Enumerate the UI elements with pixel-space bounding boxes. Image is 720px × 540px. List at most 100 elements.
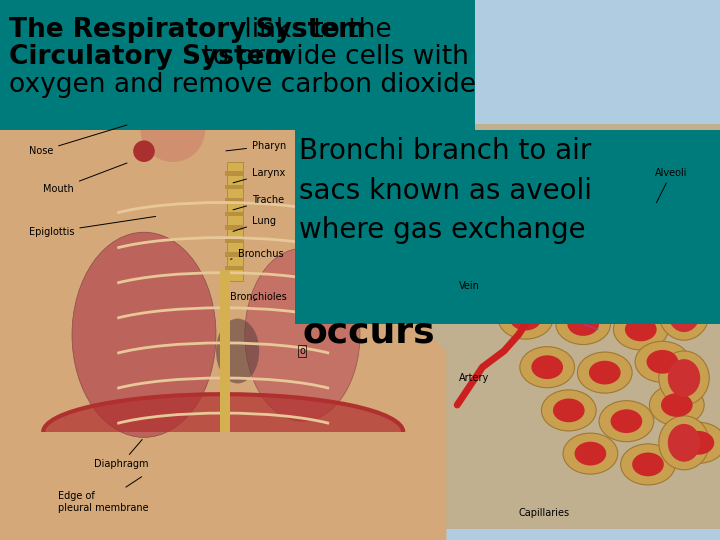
- Text: Pharyn: Pharyn: [226, 141, 287, 151]
- Text: Vein: Vein: [459, 281, 480, 291]
- Ellipse shape: [216, 319, 259, 383]
- Ellipse shape: [140, 97, 205, 162]
- Ellipse shape: [659, 416, 709, 470]
- Circle shape: [549, 158, 603, 199]
- Text: Epiglottis: Epiglottis: [29, 217, 156, 237]
- Ellipse shape: [126, 97, 162, 130]
- Circle shape: [488, 264, 520, 287]
- Circle shape: [560, 166, 592, 190]
- Circle shape: [649, 384, 704, 426]
- Ellipse shape: [668, 359, 701, 397]
- Circle shape: [570, 206, 625, 247]
- Text: Bronchi branch to air: Bronchi branch to air: [299, 137, 591, 165]
- Text: The Respiratory System: The Respiratory System: [9, 17, 365, 43]
- Circle shape: [491, 168, 546, 210]
- Circle shape: [524, 220, 556, 244]
- Circle shape: [683, 431, 714, 455]
- Text: Bronchus: Bronchus: [230, 249, 283, 259]
- Circle shape: [639, 231, 671, 255]
- Text: to provide cells with: to provide cells with: [194, 44, 469, 70]
- Circle shape: [577, 352, 632, 393]
- Circle shape: [556, 303, 611, 345]
- Circle shape: [503, 177, 534, 201]
- Bar: [225, 212, 244, 216]
- Text: o: o: [300, 346, 305, 356]
- Ellipse shape: [223, 43, 310, 86]
- Text: oxygen and remove carbon dioxide: oxygen and remove carbon dioxide: [9, 72, 476, 98]
- Circle shape: [647, 350, 678, 374]
- Circle shape: [649, 271, 704, 312]
- Bar: [432, 124, 720, 529]
- Bar: [225, 252, 244, 256]
- Text: Nose: Nose: [29, 125, 127, 156]
- Text: Larynx: Larynx: [233, 168, 285, 183]
- Bar: [225, 266, 244, 270]
- Ellipse shape: [133, 140, 155, 162]
- Bar: [0, 124, 446, 540]
- Circle shape: [611, 409, 642, 433]
- Circle shape: [563, 433, 618, 474]
- Circle shape: [541, 390, 596, 431]
- Bar: [225, 185, 244, 189]
- Text: links to the: links to the: [236, 17, 392, 43]
- Ellipse shape: [72, 232, 216, 437]
- Circle shape: [661, 393, 693, 417]
- Circle shape: [546, 258, 577, 282]
- Circle shape: [534, 249, 589, 291]
- Circle shape: [621, 444, 675, 485]
- Text: Edge of
pleural membrane: Edge of pleural membrane: [58, 477, 148, 513]
- Polygon shape: [43, 394, 403, 432]
- Text: Mouth: Mouth: [43, 163, 127, 194]
- Text: Capillaries: Capillaries: [518, 508, 570, 518]
- Ellipse shape: [659, 286, 709, 340]
- Bar: [225, 171, 244, 176]
- Ellipse shape: [668, 294, 701, 332]
- Text: where gas exchange: where gas exchange: [299, 216, 585, 244]
- Circle shape: [606, 174, 661, 215]
- Circle shape: [498, 298, 553, 339]
- Bar: [225, 225, 244, 229]
- Text: Lung: Lung: [233, 217, 276, 231]
- Circle shape: [599, 401, 654, 442]
- Bar: [216, 124, 274, 178]
- Text: occurs: occurs: [302, 315, 435, 349]
- Circle shape: [635, 341, 690, 382]
- Circle shape: [618, 183, 649, 206]
- Text: sacs known as aveoli: sacs known as aveoli: [299, 177, 592, 205]
- Bar: [225, 198, 244, 202]
- Text: Bronchioles: Bronchioles: [230, 292, 287, 302]
- Text: Diaphragm: Diaphragm: [94, 440, 148, 469]
- Polygon shape: [0, 124, 446, 540]
- Circle shape: [657, 195, 711, 237]
- Bar: [0, 0, 475, 130]
- Circle shape: [510, 307, 541, 330]
- Circle shape: [589, 361, 621, 384]
- Ellipse shape: [245, 248, 360, 421]
- Bar: [227, 162, 243, 281]
- Circle shape: [592, 260, 647, 301]
- Circle shape: [567, 312, 599, 336]
- Bar: [0, 124, 720, 540]
- Circle shape: [531, 355, 563, 379]
- Bar: [220, 270, 230, 432]
- Circle shape: [625, 318, 657, 341]
- Circle shape: [613, 309, 668, 350]
- Bar: [295, 130, 720, 324]
- Circle shape: [520, 347, 575, 388]
- Ellipse shape: [223, 54, 310, 130]
- Circle shape: [477, 255, 531, 296]
- Text: Alveoli: Alveoli: [655, 168, 688, 202]
- Text: Trache: Trache: [233, 195, 284, 210]
- Text: Artery: Artery: [459, 373, 489, 383]
- Text: Circulatory System: Circulatory System: [9, 44, 292, 70]
- Circle shape: [582, 215, 613, 239]
- Circle shape: [668, 204, 700, 228]
- Circle shape: [671, 422, 720, 463]
- Circle shape: [575, 442, 606, 465]
- Circle shape: [661, 280, 693, 303]
- Circle shape: [553, 399, 585, 422]
- Circle shape: [513, 212, 567, 253]
- Circle shape: [603, 269, 635, 293]
- Bar: [225, 239, 244, 243]
- Circle shape: [628, 222, 683, 264]
